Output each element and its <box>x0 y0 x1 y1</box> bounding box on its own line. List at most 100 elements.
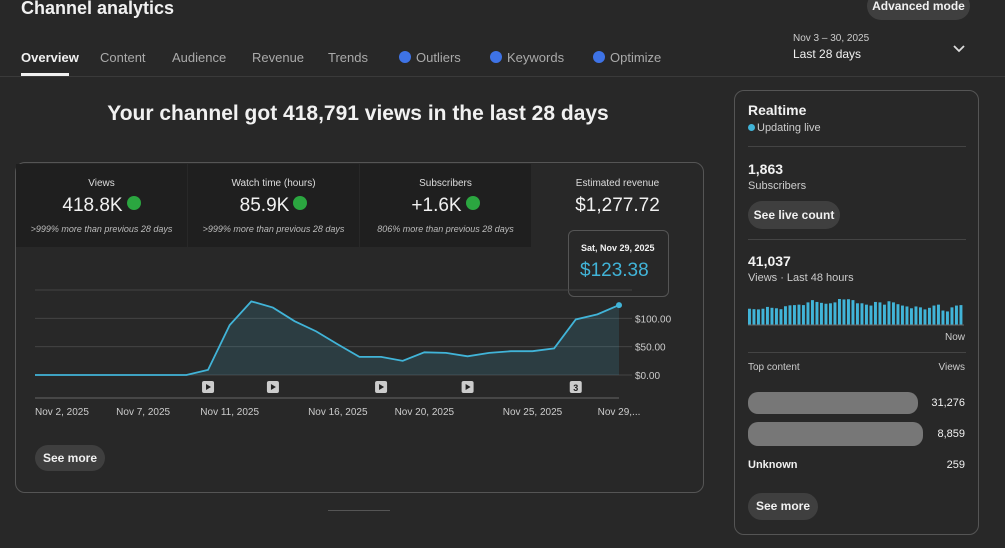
tab-label: Keywords <box>507 50 565 65</box>
bar <box>820 302 823 325</box>
tab-label: Content <box>100 50 146 65</box>
metric-value: +1.6K <box>360 195 531 217</box>
bar <box>806 302 810 325</box>
metric-note: 806% more than previous 28 days <box>377 224 514 234</box>
bar <box>910 308 913 325</box>
bar <box>865 304 868 325</box>
views-count: 41,037 <box>748 253 791 269</box>
x-tick-label: Nov 7, 2025 <box>116 407 170 418</box>
bar <box>919 307 922 325</box>
bar <box>892 302 895 325</box>
tab-label: Outliers <box>416 50 461 65</box>
period[interactable]: Last 28 days <box>793 47 862 61</box>
bar <box>748 308 751 325</box>
bar <box>896 304 900 325</box>
bar <box>878 302 882 325</box>
tab[interactable]: Trends <box>328 50 368 65</box>
metric-card[interactable]: Watch time (hours) 85.9K >999% more than p… <box>188 164 359 247</box>
x-tick-label: Nov 11, 2025 <box>200 407 259 418</box>
marker-play <box>270 384 276 390</box>
metric-value: $1,277.72 <box>532 195 703 217</box>
realtime-card <box>734 90 979 535</box>
metric-value: 85.9K <box>188 195 359 217</box>
divider <box>748 352 966 353</box>
metric-number: $1,277.72 <box>575 195 660 216</box>
metric-note: >999% more than previous 28 days <box>202 224 345 234</box>
bar <box>797 304 801 325</box>
marker-box <box>569 381 582 393</box>
bar <box>829 303 832 325</box>
bar <box>914 306 918 325</box>
bar <box>811 300 814 325</box>
metric-value: 418.8K <box>16 195 187 217</box>
bar <box>784 306 787 325</box>
tab[interactable]: Overview <box>21 50 79 65</box>
tooltip-date: Sat, Nov 29, 2025 <box>581 243 655 253</box>
live-dot <box>748 124 755 131</box>
bar <box>869 305 873 325</box>
subscriber-label: Subscribers <box>748 180 807 192</box>
metric-label: Views <box>88 178 115 189</box>
tab[interactable]: Content <box>100 50 146 65</box>
tab[interactable]: Keywords <box>490 50 564 65</box>
advanced-mode-button[interactable]: Advanced mode <box>867 0 970 20</box>
up-icon <box>293 196 308 210</box>
video-count: 3 <box>573 383 578 393</box>
bar <box>883 304 886 325</box>
bar <box>770 307 774 325</box>
tab-label: Overview <box>21 50 79 65</box>
bar <box>757 309 760 325</box>
tab-icon <box>593 51 605 63</box>
bar <box>887 301 891 325</box>
overview-card <box>15 162 704 493</box>
tooltip <box>568 230 669 297</box>
bar <box>955 305 958 325</box>
see-more-button[interactable]: See more <box>35 445 105 471</box>
redacted-title <box>748 392 918 414</box>
date-range: Nov 3 – 30, 2025 <box>793 33 870 44</box>
bar <box>761 308 765 325</box>
metric-card[interactable]: Estimated revenue $1,277.72 <box>532 164 703 247</box>
tab[interactable]: Audience <box>172 50 226 65</box>
x-tick-label: Nov 29,... <box>598 407 641 418</box>
bar <box>856 303 859 325</box>
bar <box>842 299 846 325</box>
tab-icon <box>399 51 411 63</box>
content-name[interactable]: Unknown <box>748 459 798 471</box>
content-views: 8,859 <box>937 428 965 440</box>
scroll-indicator <box>328 510 390 511</box>
bar <box>833 302 837 325</box>
bar <box>928 307 931 325</box>
metric-card[interactable]: Views 418.8K >999% more than previous 28 d… <box>16 164 187 247</box>
x-tick-label: Nov 20, 2025 <box>395 407 455 418</box>
active-tab-underline <box>21 73 69 76</box>
page-title: Channel analytics <box>21 0 175 18</box>
divider <box>748 146 966 147</box>
tab-label: Optimize <box>610 50 662 65</box>
line <box>35 300 620 376</box>
content-views: 259 <box>946 459 965 471</box>
bar <box>802 305 805 325</box>
bar <box>815 301 819 325</box>
metric-number: +1.6K <box>411 195 462 216</box>
metric-number: 85.9K <box>239 195 290 216</box>
see-more-button[interactable]: See more <box>748 493 818 520</box>
live-count-button[interactable]: See live count <box>748 201 840 229</box>
metric-card[interactable]: Subscribers +1.6K 806% more than previous … <box>360 164 531 247</box>
tab[interactable]: Revenue <box>252 50 304 65</box>
bar <box>923 309 927 325</box>
divider <box>0 76 1005 77</box>
y-tick-label: $50.00 <box>635 343 666 354</box>
content-views: 31,276 <box>931 397 965 409</box>
realtime-title: Realtime <box>748 102 807 118</box>
up-icon <box>465 196 480 210</box>
bar <box>779 309 783 325</box>
dropdown-chevron[interactable] <box>953 44 965 54</box>
tab[interactable]: Outliers <box>399 50 461 65</box>
point <box>616 302 622 309</box>
tab[interactable]: Optimize <box>593 50 661 65</box>
metric-label: Estimated revenue <box>575 178 660 189</box>
bar <box>950 307 954 325</box>
metric-number: 418.8K <box>62 195 123 216</box>
